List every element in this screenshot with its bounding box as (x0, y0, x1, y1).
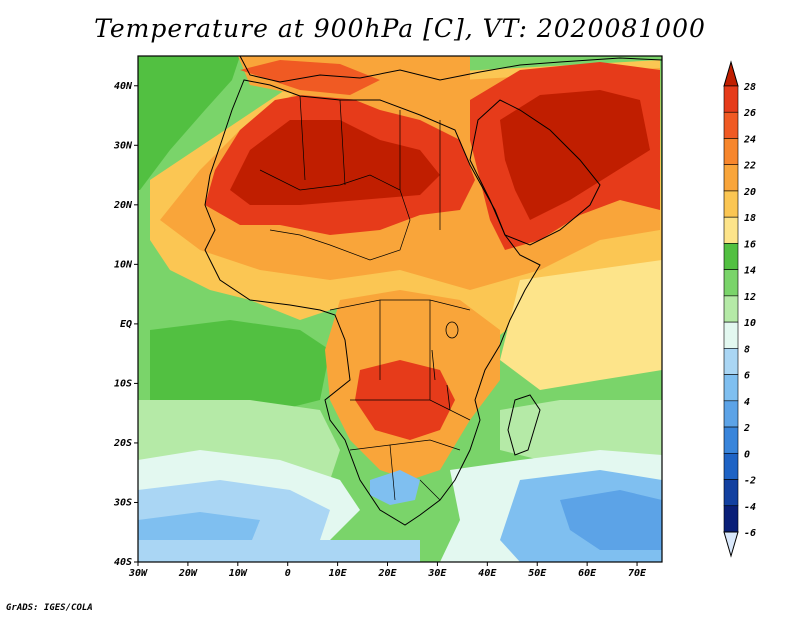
lat-tick-label: 30N (113, 140, 133, 151)
map-plot-area (138, 56, 662, 562)
lon-tick-label: 50E (528, 568, 547, 579)
colorbar-label: 28 (743, 82, 756, 93)
latitude-labels: 40N 30N 20N 10N EQ 10S 20S 30S 40S (113, 81, 133, 568)
colorbar-band (723, 452, 739, 480)
colorbar-band (723, 216, 739, 244)
lat-tick-label: 10N (114, 259, 133, 270)
colorbar-bottom-triangle (723, 531, 739, 558)
colorbar-label: 22 (743, 161, 756, 172)
country-borders (259, 95, 471, 501)
colorbar-band (723, 269, 739, 297)
field-north-atlantic (138, 56, 240, 190)
colorbar-label: -4 (744, 502, 756, 513)
border-sahel (259, 169, 411, 261)
border-southern (349, 439, 461, 501)
colorbar-band (723, 85, 739, 113)
field-indian-ocean (500, 260, 662, 390)
colorbar-label: 6 (744, 371, 750, 382)
colorbar-band (723, 426, 739, 454)
lat-tick-label: 20N (113, 200, 133, 211)
lat-tick-label: 40S (114, 557, 132, 568)
footer-credit: GrADS: IGES/COLA (6, 603, 93, 613)
colorbar-label: 16 (744, 239, 756, 250)
colorbar-top-triangle (723, 60, 739, 87)
field-gulf-guinea (150, 320, 330, 410)
field-highveld-cool (370, 470, 420, 505)
colorbar-label: 2 (743, 423, 750, 434)
lon-tick-label: 70E (628, 568, 647, 579)
colorbar-band (723, 479, 739, 507)
lakes (431, 321, 459, 411)
colorbar-band (723, 348, 739, 375)
colorbar (723, 60, 739, 558)
colorbar-band (723, 374, 739, 402)
colorbar-label: 0 (744, 449, 750, 460)
lon-tick-label: 20W (178, 568, 198, 579)
lon-tick-label: 40E (478, 568, 497, 579)
longitude-labels: 30W 20W 10W 0 10E 20E 30E 40E 50E 60E 70E (128, 568, 647, 579)
lon-tick-label: 60E (578, 568, 597, 579)
field-far-south (138, 540, 420, 562)
lon-tick-label: 20E (377, 568, 397, 579)
colorbar-band (723, 243, 739, 270)
lake-tanganyika (431, 349, 436, 381)
lon-tick-label: 30E (427, 568, 447, 579)
colorbar-band (723, 400, 739, 428)
lake-victoria (445, 321, 459, 339)
colorbar-label: 12 (744, 292, 756, 303)
colorbar-label: 24 (743, 134, 756, 145)
colorbar-label: 14 (744, 266, 756, 277)
lat-tick-label: 20S (113, 438, 132, 449)
lat-tick-label: 10S (114, 378, 132, 389)
europe-coastline (239, 56, 662, 83)
colorbar-label: 20 (743, 187, 756, 198)
lon-tick-label: 10W (229, 568, 248, 579)
border-north-africa (299, 95, 441, 230)
lon-tick-label: 30W (128, 568, 148, 579)
border-central (329, 299, 471, 421)
colorbar-label: 26 (743, 108, 756, 119)
lat-tick-label: EQ (120, 319, 132, 330)
lon-tick-label: 0 (285, 568, 291, 579)
colorbar-label: -6 (744, 528, 756, 539)
plot-frame (137, 55, 663, 563)
madagascar-coastline (507, 394, 541, 456)
africa-coastline (204, 79, 541, 526)
colorbar-label: -2 (744, 476, 756, 487)
field-cold-core-east (560, 490, 662, 550)
colorbar-label: 4 (744, 397, 750, 408)
colorbar-band (723, 295, 739, 323)
colorbar-band (723, 190, 739, 218)
colorbar-label: 10 (744, 318, 756, 329)
lake-malawi (446, 384, 451, 411)
lat-tick-label: 30S (113, 497, 132, 508)
colorbar-label: 8 (744, 344, 750, 355)
colorbar-band (723, 111, 739, 139)
colorbar-label: 18 (744, 213, 756, 224)
colorbar-band (723, 505, 739, 533)
colorbar-band (723, 138, 739, 166)
map-title: Temperature at 900hPa [C], VT: 202008100… (94, 14, 706, 43)
colorbar-band (723, 164, 739, 192)
field-iberia (240, 60, 380, 95)
lat-tick-label: 40N (114, 81, 133, 92)
colorbar-band (723, 321, 739, 349)
arabia-coastline (469, 99, 601, 246)
tick-marks (134, 85, 638, 566)
coastlines (204, 56, 662, 526)
lon-tick-label: 10E (329, 568, 348, 579)
